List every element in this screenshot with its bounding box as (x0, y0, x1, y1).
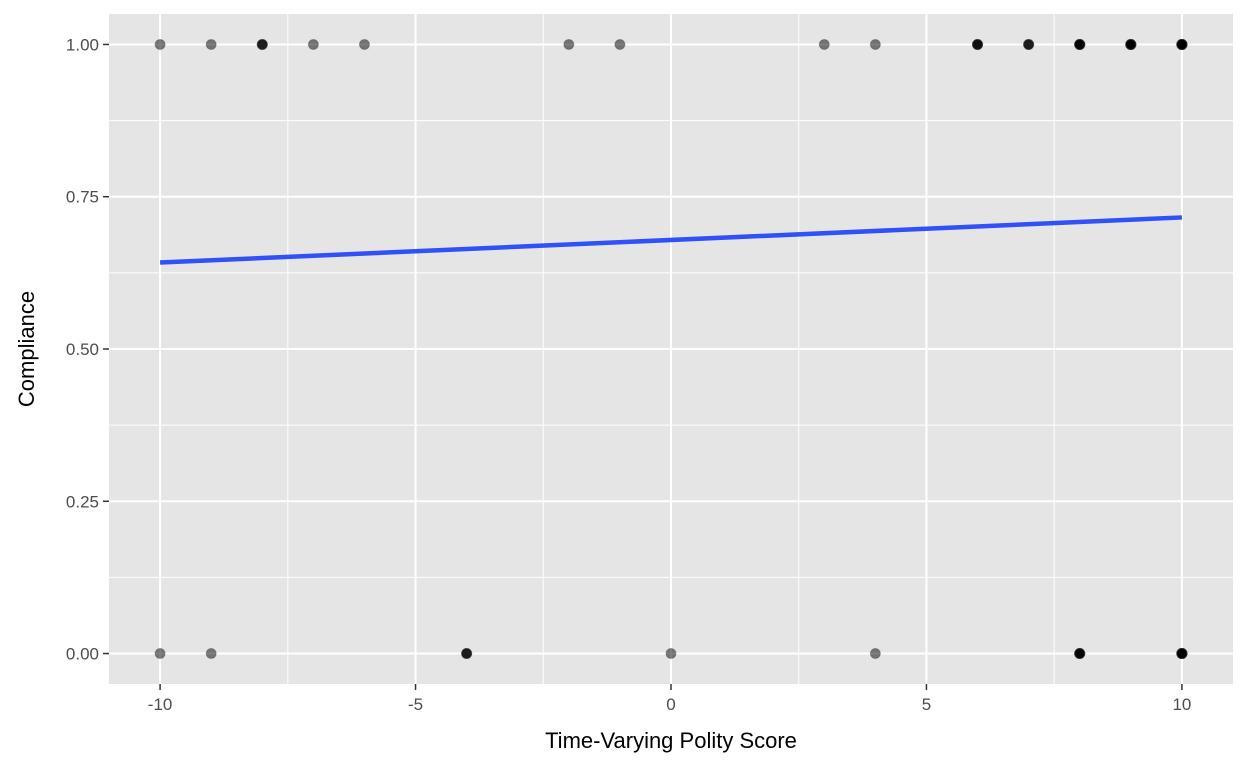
data-point (972, 38, 984, 50)
data-point (205, 648, 217, 660)
x-axis-title: Time-Varying Polity Score (545, 728, 797, 753)
data-points (154, 38, 1188, 660)
data-point (1176, 648, 1188, 660)
y-tick-label: 1.00 (66, 35, 99, 54)
data-point (614, 38, 626, 50)
data-point (256, 38, 268, 50)
data-point (461, 648, 473, 660)
x-tick-label: -5 (408, 695, 423, 714)
y-tick-label: 0.25 (66, 492, 99, 511)
data-point (154, 38, 166, 50)
data-point (1074, 38, 1086, 50)
data-point (869, 648, 881, 660)
data-point (205, 38, 217, 50)
data-point (307, 38, 319, 50)
data-point (1176, 38, 1188, 50)
x-axis: -10 -5 0 5 10 (148, 684, 1191, 714)
data-point (154, 648, 166, 660)
data-point (563, 38, 575, 50)
data-point (1074, 648, 1086, 660)
y-tick-label: 0.00 (66, 645, 99, 664)
x-tick-label: 5 (922, 695, 931, 714)
data-point (358, 38, 370, 50)
fit-line (159, 215, 1183, 265)
y-axis: 0.00 0.25 0.50 0.75 1.00 (66, 35, 109, 664)
y-tick-label: 0.50 (66, 340, 99, 359)
data-point (869, 38, 881, 50)
y-tick-label: 0.75 (66, 188, 99, 207)
data-point (1023, 38, 1035, 50)
y-axis-title: Compliance (14, 291, 39, 407)
data-point (818, 38, 830, 50)
data-point (665, 648, 677, 660)
x-tick-label: -10 (148, 695, 173, 714)
data-point (1125, 38, 1137, 50)
x-tick-label: 10 (1172, 695, 1191, 714)
x-tick-label: 0 (666, 695, 675, 714)
fit-line-group (159, 215, 1183, 265)
